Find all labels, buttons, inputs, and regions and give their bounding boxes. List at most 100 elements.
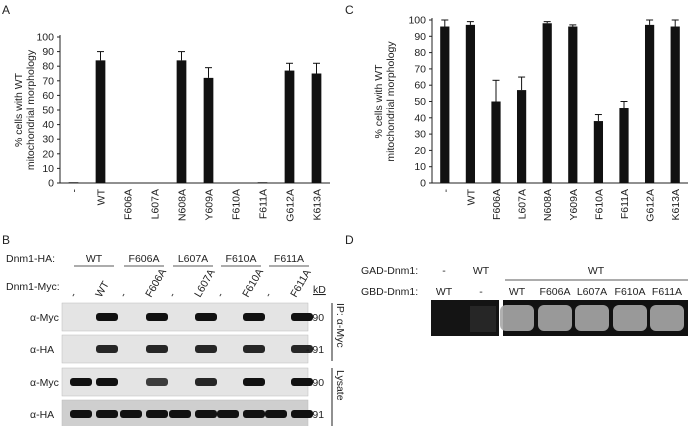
x-tick-label: Y609A [568, 189, 580, 221]
x-tick-label: - [440, 189, 452, 193]
bar [284, 70, 295, 183]
blot-ha-genotype: F611A [274, 253, 304, 265]
bar [68, 182, 79, 184]
blot-antibody-label: α-HA [30, 409, 54, 421]
blot-lane-label: - [262, 290, 274, 299]
blot-band [195, 345, 217, 353]
y-tick-label: 10 [414, 161, 426, 173]
gad-value-1: - [442, 265, 446, 277]
blot-band [96, 410, 118, 418]
yeast-growth-spot [575, 305, 609, 331]
bar [257, 182, 268, 184]
gad-value-2: WT [473, 265, 490, 277]
blot-lane-label: F606A [143, 267, 169, 300]
blot-band [243, 410, 265, 418]
blot-band [243, 313, 265, 321]
y-tick-label: 0 [420, 178, 426, 190]
y-tick-label: 90 [414, 31, 426, 43]
blot-band [291, 378, 313, 386]
blot-band [243, 345, 265, 353]
x-tick-label: WT [465, 188, 477, 205]
panel-letter-d: D [345, 233, 354, 247]
blot-band [120, 410, 142, 418]
y-tick-label: 0 [48, 178, 54, 190]
x-tick-label: F610A [593, 189, 605, 220]
yeast-spots [500, 305, 684, 331]
blot-lane-label: L607A [192, 267, 218, 299]
bar [491, 101, 501, 183]
y-tick-label: 40 [414, 112, 426, 124]
blot-band [96, 313, 118, 321]
blot-band [217, 410, 239, 418]
blot-band [96, 345, 118, 353]
y-tick-label: 100 [408, 15, 426, 27]
gbd-value: - [479, 286, 483, 298]
bar [440, 26, 450, 183]
bar [619, 108, 629, 183]
blot-band [70, 410, 92, 418]
y-tick-label: 70 [42, 75, 54, 87]
blot-band [195, 410, 217, 418]
gad-value-3: WT [588, 265, 605, 277]
gbd-value: F606A [540, 286, 571, 298]
blot-lane-label: - [166, 290, 178, 299]
yeast-growth-spot [538, 305, 572, 331]
blot-band [70, 378, 92, 386]
bar [176, 60, 187, 183]
gbd-value: WT [509, 286, 526, 298]
x-tick-label: L607A [517, 189, 529, 219]
y-tick-label: 20 [414, 145, 426, 157]
gbd-labels: WT - WT F606A L607A F610A F611A [436, 286, 682, 298]
dnm1-ha-label: Dnm1-HA: [6, 253, 55, 265]
bar [516, 90, 527, 183]
blot-band [146, 345, 168, 353]
lysate-label: Lysate [334, 370, 346, 401]
y-axis-label: % cells with WT [373, 64, 385, 139]
bar [203, 77, 214, 183]
gad-dnm1-label: GAD-Dnm1: [361, 265, 418, 277]
y-tick-label: 70 [414, 63, 426, 75]
y-axis-label: % cells with WT [13, 72, 25, 147]
kd-label: kD [313, 284, 326, 296]
y-tick-label: 80 [42, 61, 54, 73]
blot-band [169, 410, 191, 418]
gbd-value: WT [436, 286, 453, 298]
y-tick-label: 60 [42, 90, 54, 102]
x-tick-label: K613A [312, 189, 324, 221]
bar [568, 26, 578, 183]
blot-band [146, 378, 168, 386]
y-tick-label: 80 [414, 47, 426, 59]
faint-growth [470, 306, 496, 332]
blot-lane-label: - [67, 290, 79, 299]
blot-ha-genotype: L607A [178, 253, 208, 265]
bar [593, 121, 604, 183]
x-tick-label: WT [96, 188, 108, 205]
blot-antibody-label: α-Myc [30, 312, 59, 324]
x-tick-label: N608A [542, 189, 554, 221]
bar [670, 26, 680, 183]
blot-band [195, 378, 217, 386]
gbd-value: F611A [652, 286, 682, 298]
x-tick-label: N608A [177, 189, 189, 221]
y-tick-label: 30 [42, 134, 54, 146]
blot-lane-label: - [214, 290, 226, 299]
x-tick-label: G612A [285, 189, 297, 222]
bar [465, 24, 476, 183]
blot-band [291, 410, 313, 418]
blot-ha-genotype: F606A [129, 253, 160, 265]
x-tick-label: L607A [150, 189, 162, 219]
gbd-value: F610A [615, 286, 646, 298]
yeast-two-hybrid-panel: GAD-Dnm1: GBD-Dnm1: - WT WT WT - WT F606A L6… [361, 265, 688, 336]
blot-band [146, 410, 168, 418]
y-tick-label: 50 [42, 105, 54, 117]
x-tick-label: F606A [491, 189, 503, 220]
blot-ha-genotype: WT [86, 253, 103, 265]
y-tick-label: 50 [414, 96, 426, 108]
blot-band [96, 378, 118, 386]
x-tick-label: G612A [645, 189, 657, 222]
bar [542, 23, 552, 184]
y-tick-label: 100 [36, 32, 54, 44]
blot-lane-label: WT [93, 279, 112, 300]
x-tick-label: - [69, 189, 81, 193]
